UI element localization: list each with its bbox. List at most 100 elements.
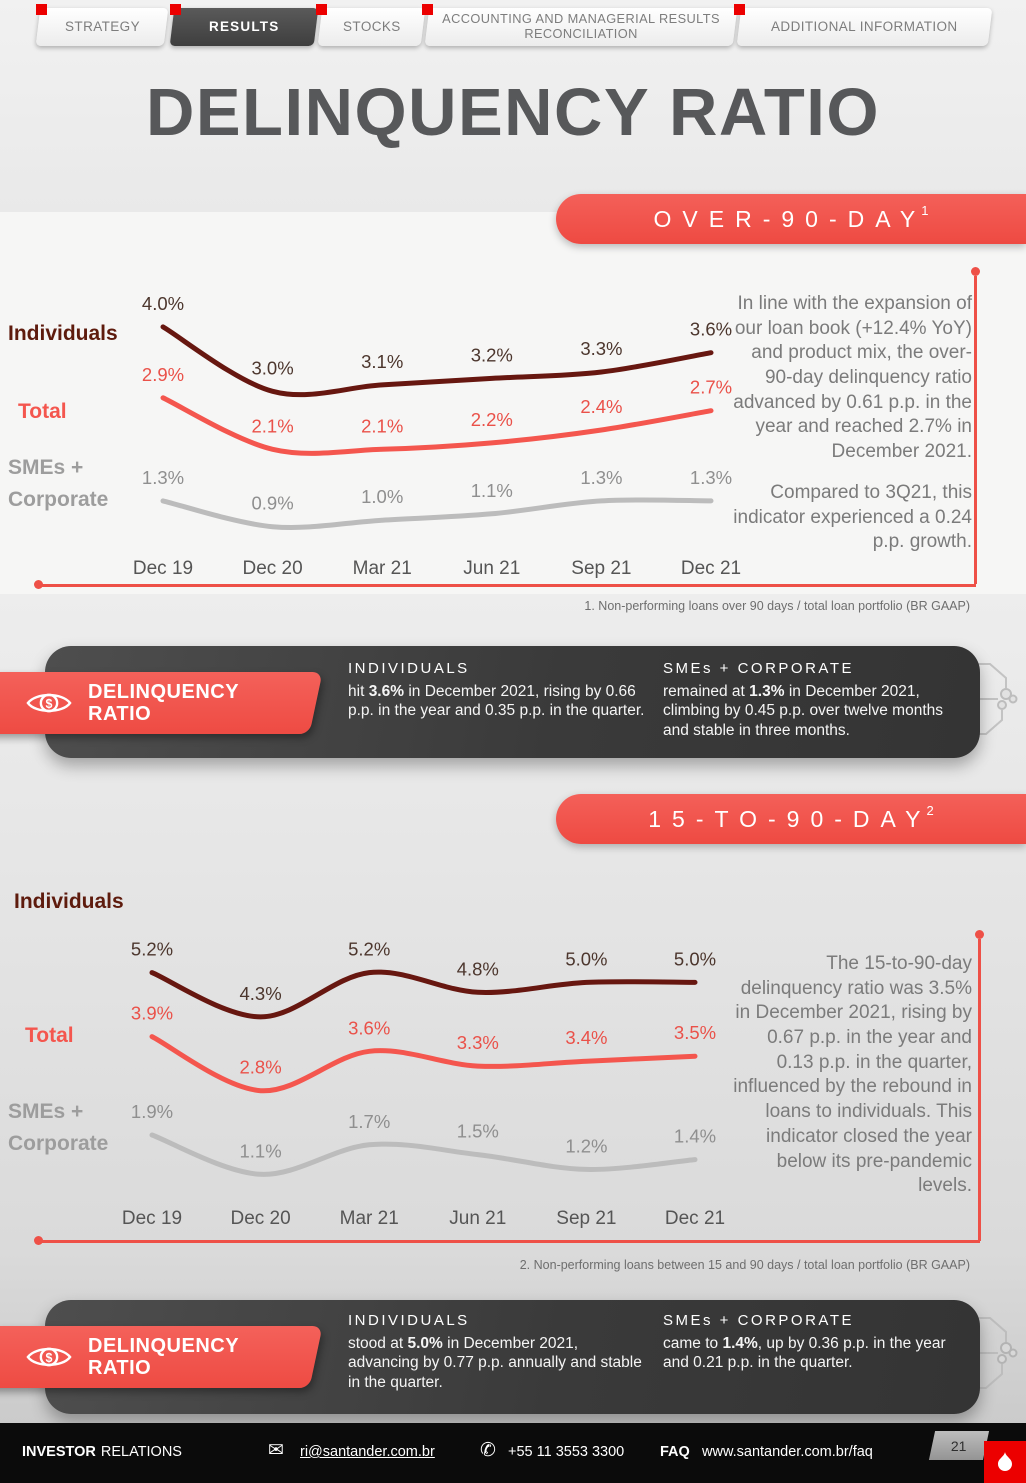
- callout-smes-corporate: SMEs + CORPORATE remained at 1.3% in Dec…: [663, 660, 961, 740]
- page-number: 21: [951, 1437, 967, 1454]
- faq-label: FAQ: [660, 1444, 690, 1460]
- tab-results[interactable]: RESULTS: [169, 8, 319, 46]
- value-label: 3.1%: [361, 351, 403, 372]
- accent-line: [40, 1240, 980, 1243]
- value-label: 1.7%: [348, 1111, 390, 1132]
- ribbon-title-line: DELINQUENCY: [88, 680, 240, 703]
- series-line: [160, 324, 714, 398]
- value-label: 1.3%: [580, 467, 622, 488]
- delinquency-ribbon: $ DELINQUENCY RATIO: [0, 672, 323, 734]
- x-axis-label: Mar 21: [353, 558, 412, 579]
- tab-strategy[interactable]: STRATEGY: [35, 8, 169, 46]
- x-axis-label: Dec 19: [122, 1208, 182, 1229]
- series-label-individuals: Individuals: [8, 322, 118, 345]
- highlight-value: 5.0%: [407, 1335, 443, 1352]
- callout-title: INDIVIDUALS: [348, 660, 470, 677]
- value-label: 4.8%: [457, 958, 499, 979]
- x-axis-label: Jun 21: [463, 558, 520, 579]
- tab-label: ACCOUNTING AND MANAGERIAL RESULTS RECONC…: [442, 11, 720, 41]
- ribbon-title-line: RATIO: [88, 703, 152, 725]
- over-90-day-chart: Dec 19 Dec 20 Mar 21 Jun 21 Sep 21 Dec 21 4.0%…: [133, 293, 741, 579]
- tab-additional-information[interactable]: ADDITIONAL INFORMATION: [736, 8, 993, 46]
- x-axis-label: Dec 20: [230, 1208, 290, 1229]
- ribbon-title: DELINQUENCY RATIO: [88, 681, 239, 726]
- callout-text: came to 1.4%, up by 0.36 p.p. in the yea…: [663, 1334, 961, 1373]
- value-label: 5.0%: [674, 948, 716, 969]
- text-segment: in December 2021, advancing by 0.77 p.p.…: [348, 1335, 642, 1391]
- banner-footnote-ref: 1: [921, 202, 929, 218]
- value-label: 5.2%: [348, 939, 390, 960]
- text-segment: stood at: [348, 1335, 408, 1352]
- accent-dot: [34, 580, 43, 589]
- ribbon-title-line: DELINQUENCY: [88, 1334, 240, 1357]
- page-number-badge: 21: [928, 1431, 990, 1460]
- accent-dot: [975, 930, 984, 939]
- value-label: 3.2%: [471, 344, 513, 365]
- value-label: 3.4%: [565, 1027, 607, 1048]
- value-label: 2.1%: [361, 415, 403, 436]
- series-line: [149, 1132, 698, 1177]
- value-label: 0.9%: [252, 493, 294, 514]
- value-label: 2.7%: [690, 377, 732, 398]
- value-label: 3.9%: [131, 1003, 173, 1024]
- value-label: 2.2%: [471, 409, 513, 430]
- series-line: [149, 969, 698, 1020]
- footnote-2: 2. Non-performing loans between 15 and 9…: [519, 1258, 970, 1272]
- over-90-day-banner: OVER-90-DAY 1: [556, 194, 1026, 244]
- 15-to-90-day-banner: 15-TO-90-DAY 2: [556, 794, 1026, 844]
- banner-footnote-ref: 2: [926, 802, 934, 818]
- accent-line: [978, 939, 981, 1241]
- value-label: 1.0%: [361, 486, 403, 507]
- value-label: 1.5%: [457, 1121, 499, 1142]
- tab-marker: [422, 4, 433, 15]
- investor-relations-label: INVESTOR RELATIONS: [22, 1444, 182, 1460]
- delinquency-ribbon: $ DELINQUENCY RATIO: [0, 1326, 323, 1388]
- santander-logo: [984, 1441, 1026, 1483]
- series-line: [160, 395, 714, 456]
- svg-text:$: $: [46, 1351, 53, 1365]
- phone-icon: ✆: [480, 1440, 496, 1461]
- value-label: 1.9%: [131, 1101, 173, 1122]
- value-label: 4.0%: [142, 293, 184, 314]
- ribbon-content: $ DELINQUENCY RATIO: [0, 672, 316, 734]
- accent-dot: [34, 1236, 43, 1245]
- series-label-smes-corporate: SMEs + Corporate: [8, 1100, 109, 1155]
- flame-icon: [998, 1452, 1012, 1471]
- tab-marker: [734, 4, 745, 15]
- value-label: 1.1%: [240, 1140, 282, 1161]
- value-label: 1.3%: [142, 467, 184, 488]
- callout-individuals: INDIVIDUALS hit 3.6% in December 2021, r…: [348, 660, 648, 721]
- callout-text: hit 3.6% in December 2021, rising by 0.6…: [348, 682, 648, 721]
- x-axis-label: Mar 21: [340, 1208, 399, 1229]
- x-axis-label: Dec 21: [681, 558, 741, 579]
- value-label: 2.1%: [252, 415, 294, 436]
- ribbon-title-line: RATIO: [88, 1357, 152, 1379]
- x-axis-label: Dec 19: [133, 558, 193, 579]
- tab-accounting-reconciliation[interactable]: ACCOUNTING AND MANAGERIAL RESULTS RECONC…: [424, 8, 738, 46]
- eye-icon: $: [26, 693, 72, 713]
- accent-dot: [971, 267, 980, 276]
- value-label: 3.5%: [674, 1022, 716, 1043]
- value-label: 1.1%: [471, 480, 513, 501]
- text-segment: hit: [348, 683, 369, 700]
- tab-label: RESULTS: [208, 19, 280, 35]
- text-segment: came to: [663, 1335, 723, 1352]
- background-section-15-90: [0, 820, 1026, 1250]
- callout-text: remained at 1.3% in December 2021, climb…: [663, 682, 961, 740]
- page-title: DELINQUENCY RATIO: [145, 75, 880, 150]
- series-label-total: Total: [18, 400, 67, 423]
- value-label: 1.2%: [565, 1135, 607, 1156]
- faq-link[interactable]: www.santander.com.br/faq: [702, 1444, 873, 1460]
- tab-label: STOCKS: [342, 19, 401, 35]
- series-label-total: Total: [25, 1024, 74, 1047]
- email-link[interactable]: ri@santander.com.br: [300, 1444, 435, 1460]
- tab-stocks[interactable]: STOCKS: [317, 8, 426, 46]
- value-label: 1.3%: [690, 467, 732, 488]
- brand-bold: INVESTOR: [22, 1444, 96, 1460]
- over-90-day-commentary: In line with the expansion of our loan b…: [729, 292, 972, 571]
- value-label: 2.9%: [142, 364, 184, 385]
- callout-text: stood at 5.0% in December 2021, advancin…: [348, 1334, 648, 1392]
- phone-number: +55 11 3553 3300: [508, 1444, 625, 1460]
- mail-icon: ✉: [268, 1440, 284, 1461]
- ribbon-content: $ DELINQUENCY RATIO: [0, 1326, 316, 1388]
